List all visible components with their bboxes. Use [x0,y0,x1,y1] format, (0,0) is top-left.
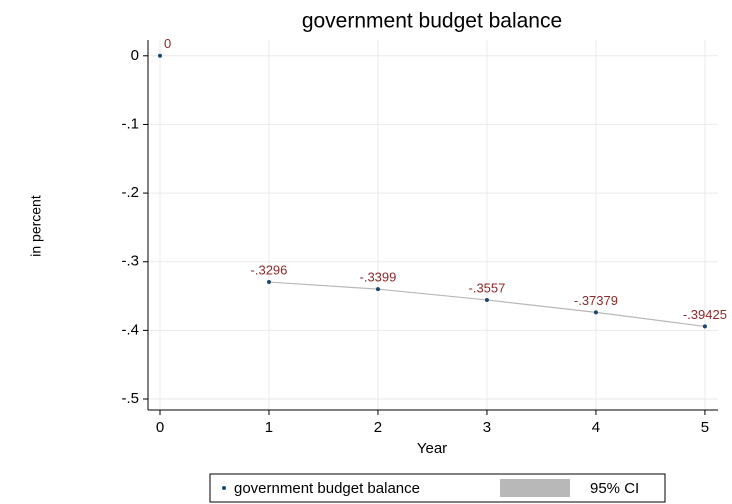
legend-label: government budget balance [234,480,420,497]
x-tick-label: 4 [592,419,600,436]
point [157,53,162,58]
legend-marker [222,486,226,490]
value-label: -.3557 [469,280,506,295]
y-axis-label: in percent [28,195,44,257]
x-tick-label: 5 [701,419,709,436]
x-tick-label: 0 [156,419,164,436]
y-tick-label: 0 [131,47,139,64]
value-label: -.39425 [683,307,727,322]
y-tick-label: -.4 [121,321,139,338]
x-axis-label: Year [417,440,447,457]
value-label: -.37379 [574,293,618,308]
value-label: -.3399 [360,270,397,285]
point [593,310,598,315]
y-tick-label: -.2 [121,184,139,201]
chart-title: government budget balance [302,10,562,33]
x-tick-label: 2 [374,419,382,436]
legend-box [209,473,666,503]
y-tick-label: -.1 [121,115,139,132]
x-tick-label: 1 [265,419,273,436]
value-label: 0 [164,36,171,51]
y-tick-label: -.3 [121,253,139,270]
point [484,297,489,302]
legend-swatch [500,479,570,497]
point [266,280,271,285]
value-label: -.3296 [251,262,288,277]
x-tick-label: 3 [483,419,491,436]
point [702,324,707,329]
y-tick-label: -.5 [121,390,139,407]
point [375,287,380,292]
legend-label: 95% CI [590,480,639,497]
